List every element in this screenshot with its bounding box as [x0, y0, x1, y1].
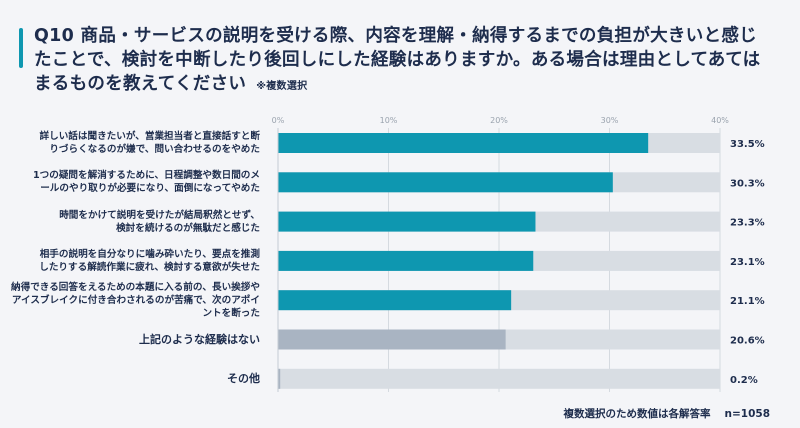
title-accent-bar — [19, 28, 23, 68]
category-label-line: 詳しい話は聞きたいが、営業担当者と直接話すと断 — [39, 131, 260, 142]
category-label-line: アイスブレイクに付き合わされるのが苦痛で、次のアポイ — [11, 294, 260, 306]
category-label-line: 1つの疑問を解消するために、日程調整や数日間のメ — [32, 170, 260, 182]
category-label-line: ールのやり取りが必要になり、面倒になってやめた — [40, 183, 260, 195]
value-label: 21.1% — [730, 296, 765, 307]
bar — [278, 290, 512, 311]
x-tick-label: 10% — [380, 116, 398, 125]
category-label: 1つの疑問を解消するために、日程調整や数日間のメ ールのやり取りが必要になり、面倒… — [33, 169, 260, 195]
category-label: 詳しい話は聞きたいが、営業担当者と直接話すと断りづらくなるのが嫌で、問い合わせる… — [40, 130, 260, 156]
bar — [278, 329, 506, 350]
title-note: ※複数選択 — [256, 81, 308, 92]
bar — [278, 133, 649, 153]
x-tick-label: 40% — [711, 116, 729, 125]
value-label: 23.3% — [730, 218, 765, 229]
category-label-line: その他 — [227, 371, 260, 385]
bar — [278, 368, 281, 389]
category-label-line: 検討を続けるのが無駄だと感じた — [116, 222, 260, 234]
bar — [278, 211, 536, 232]
category-label: 時間をかけて説明を受けたが結局釈然とせず、 検討を続けるのが無駄だと感じた — [59, 209, 260, 235]
value-label: 23.1% — [730, 257, 765, 268]
value-label: 20.6% — [730, 336, 765, 347]
category-label-line: 時間をかけて説明を受けたが結局釈然とせず、 — [59, 209, 260, 221]
x-tick-label: 0% — [272, 116, 285, 125]
value-label: 30.3% — [730, 178, 765, 189]
bar-track — [278, 368, 720, 389]
category-label: 納得できる回答をえるための本題に入る前の、長い挨拶や アイスブレイクに付き合わされ… — [11, 281, 260, 320]
chart-title: Q10 商品・サービスの説明を受ける際、内容を理解・納得するまでの負担が大きいと… — [34, 24, 774, 99]
category-label: 上記のような経験はない — [139, 333, 260, 346]
title-text: Q10 商品・サービスの説明を受ける際、内容を理解・納得するまでの負担が大きいと… — [34, 26, 761, 94]
category-label-line: ントを断った — [202, 307, 260, 319]
footnote-text: 複数選択のため数値は各解答率 — [563, 408, 711, 420]
bar — [278, 172, 613, 193]
category-label-line: 納得できる回答をえるための本題に入る前の、長い挨拶や — [11, 281, 260, 293]
category-label-line: したりする解読作業に疲れ、検討する意欲が失せた — [39, 261, 260, 273]
category-label-line: りづらくなるのが嫌で、問い合わせるのをやめた — [49, 144, 260, 155]
x-tick-label: 20% — [490, 116, 508, 125]
category-label-line: 上記のような経験はない — [139, 332, 260, 346]
category-label: 相手の説明を自分なりに噛み砕いたり、要点を推測 したりする解読作業に疲れ、検討する… — [39, 248, 260, 274]
x-tick-label: 30% — [601, 116, 619, 125]
category-label-line: 相手の説明を自分なりに噛み砕いたり、要点を推測 — [39, 248, 260, 260]
footnote: 複数選択のため数値は各解答率 n=1058 — [564, 406, 771, 421]
category-label: その他 — [227, 372, 260, 385]
value-label: 0.2% — [730, 375, 758, 386]
bar — [278, 250, 534, 271]
value-label: 33.5% — [730, 139, 765, 150]
sample-size: n=1058 — [724, 408, 771, 420]
